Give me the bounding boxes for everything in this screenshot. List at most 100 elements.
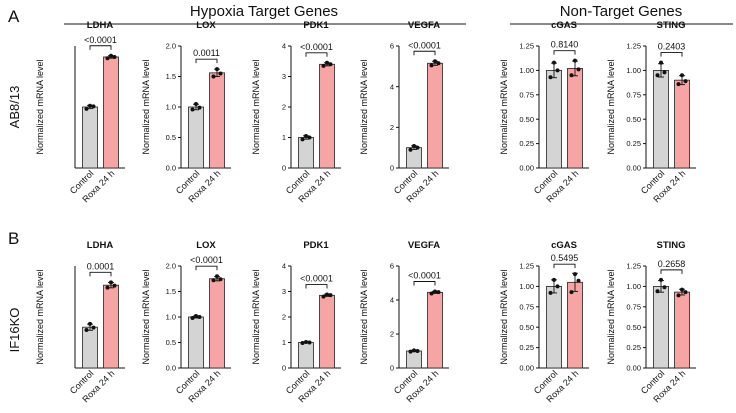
- data-point: [84, 328, 89, 333]
- p-value-label: <0.0001: [408, 271, 441, 281]
- data-point: [197, 105, 202, 110]
- chart-title: cGAS: [551, 20, 577, 31]
- data-point: [109, 53, 113, 58]
- y-tick-label: 1.0: [166, 103, 176, 112]
- bar-control: [82, 326, 98, 369]
- y-tick-label: 0.25: [519, 139, 534, 148]
- significance-bracket: [305, 284, 328, 289]
- significance-bracket: [553, 50, 576, 55]
- y-tick-label: 2.0: [166, 42, 176, 51]
- y-tick-label: 6: [390, 42, 394, 51]
- data-point: [112, 283, 117, 288]
- data-point: [304, 339, 308, 344]
- y-tick-label: 0: [390, 364, 394, 373]
- significance-bracket: [413, 50, 436, 56]
- bar-control: [82, 106, 98, 169]
- y-tick-label: 0.0: [166, 364, 176, 373]
- data-point: [552, 277, 556, 282]
- y-axis-label: Normalized mRNA level: [499, 59, 509, 154]
- y-axis-label: Normalized mRNA level: [359, 269, 369, 364]
- y-tick-label: 0.25: [519, 343, 534, 352]
- bar-roxa-24-h: [209, 278, 225, 369]
- y-tick-label: 4: [282, 262, 286, 271]
- chart-title: PDK1: [303, 240, 329, 251]
- bar-control: [298, 342, 314, 369]
- chart-title: LOX: [196, 240, 216, 251]
- y-axis-label: Normalized mRNA level: [499, 269, 509, 364]
- data-point: [412, 144, 416, 149]
- row-label-ab813: AB8/13: [7, 86, 22, 129]
- y-axis-label: Normalized mRNA level: [35, 269, 45, 364]
- significance-bracket: [553, 263, 576, 269]
- y-tick-label: 1.25: [519, 262, 534, 271]
- data-point: [321, 294, 326, 299]
- data-point: [662, 285, 667, 290]
- bar-roxa-24-h: [319, 294, 335, 369]
- data-point: [436, 290, 441, 295]
- significance-bracket: [305, 52, 328, 57]
- data-point: [436, 61, 441, 66]
- bar-roxa-24-h: [103, 284, 119, 369]
- p-value-label: <0.0001: [84, 35, 117, 45]
- y-tick-label: 0.25: [626, 343, 641, 352]
- y-tick-label: 0.75: [519, 302, 534, 311]
- data-point: [218, 277, 223, 282]
- data-point: [576, 67, 581, 72]
- panel-letter-a: A: [8, 7, 20, 26]
- p-value-label: <0.0001: [300, 274, 333, 284]
- chart-title: LDHA: [87, 20, 114, 31]
- y-tick-label: 0.50: [626, 323, 641, 332]
- bar-control: [653, 285, 669, 369]
- y-tick-label: 2: [282, 313, 286, 322]
- data-point: [321, 63, 326, 68]
- y-tick-label: 1.25: [626, 42, 641, 51]
- data-point: [569, 73, 574, 78]
- data-point: [307, 135, 312, 140]
- data-point: [325, 60, 329, 65]
- data-point: [300, 341, 305, 346]
- chart-title: LDHA: [87, 240, 114, 251]
- p-value-label: <0.0001: [190, 255, 223, 265]
- y-axis-label: Normalized mRNA level: [359, 59, 369, 154]
- p-value-label: 0.0011: [193, 48, 220, 58]
- y-axis-label: Normalized mRNA level: [606, 59, 616, 154]
- p-value-label: 0.2403: [658, 42, 686, 52]
- y-tick-label: 2.0: [166, 262, 176, 271]
- bar-control: [546, 285, 562, 369]
- chart-b-cgas: cGAS Normalized mRNA level 0.00 0.25 0.50 0.7…: [499, 240, 589, 404]
- data-point: [109, 280, 113, 285]
- data-point: [683, 290, 688, 295]
- bar-control: [653, 70, 669, 169]
- p-value-label: 0.0001: [87, 261, 115, 271]
- p-value-label: <0.0001: [408, 40, 441, 50]
- data-point: [433, 289, 437, 294]
- data-point: [569, 290, 574, 295]
- significance-bracket: [660, 269, 683, 274]
- data-point: [555, 68, 560, 73]
- chart-title: PDK1: [303, 20, 329, 31]
- bar-roxa-24-h: [567, 281, 583, 369]
- data-point: [662, 70, 667, 75]
- y-tick-label: 1.00: [626, 66, 641, 75]
- chart-a-sting: STING Normalized mRNA level 0.00 0.25 0.50 0.…: [606, 20, 696, 204]
- bar-control: [188, 316, 204, 369]
- y-tick-label: 0: [390, 164, 394, 173]
- significance-bracket: [195, 265, 218, 271]
- data-point: [415, 349, 420, 353]
- bar-control: [546, 70, 562, 169]
- data-point: [88, 103, 92, 108]
- data-point: [555, 284, 560, 289]
- data-point: [680, 287, 684, 292]
- data-point: [552, 60, 556, 65]
- y-tick-label: 1.00: [519, 66, 534, 75]
- data-point: [190, 316, 195, 321]
- data-point: [408, 147, 413, 152]
- data-point: [433, 59, 437, 64]
- data-point: [211, 278, 216, 283]
